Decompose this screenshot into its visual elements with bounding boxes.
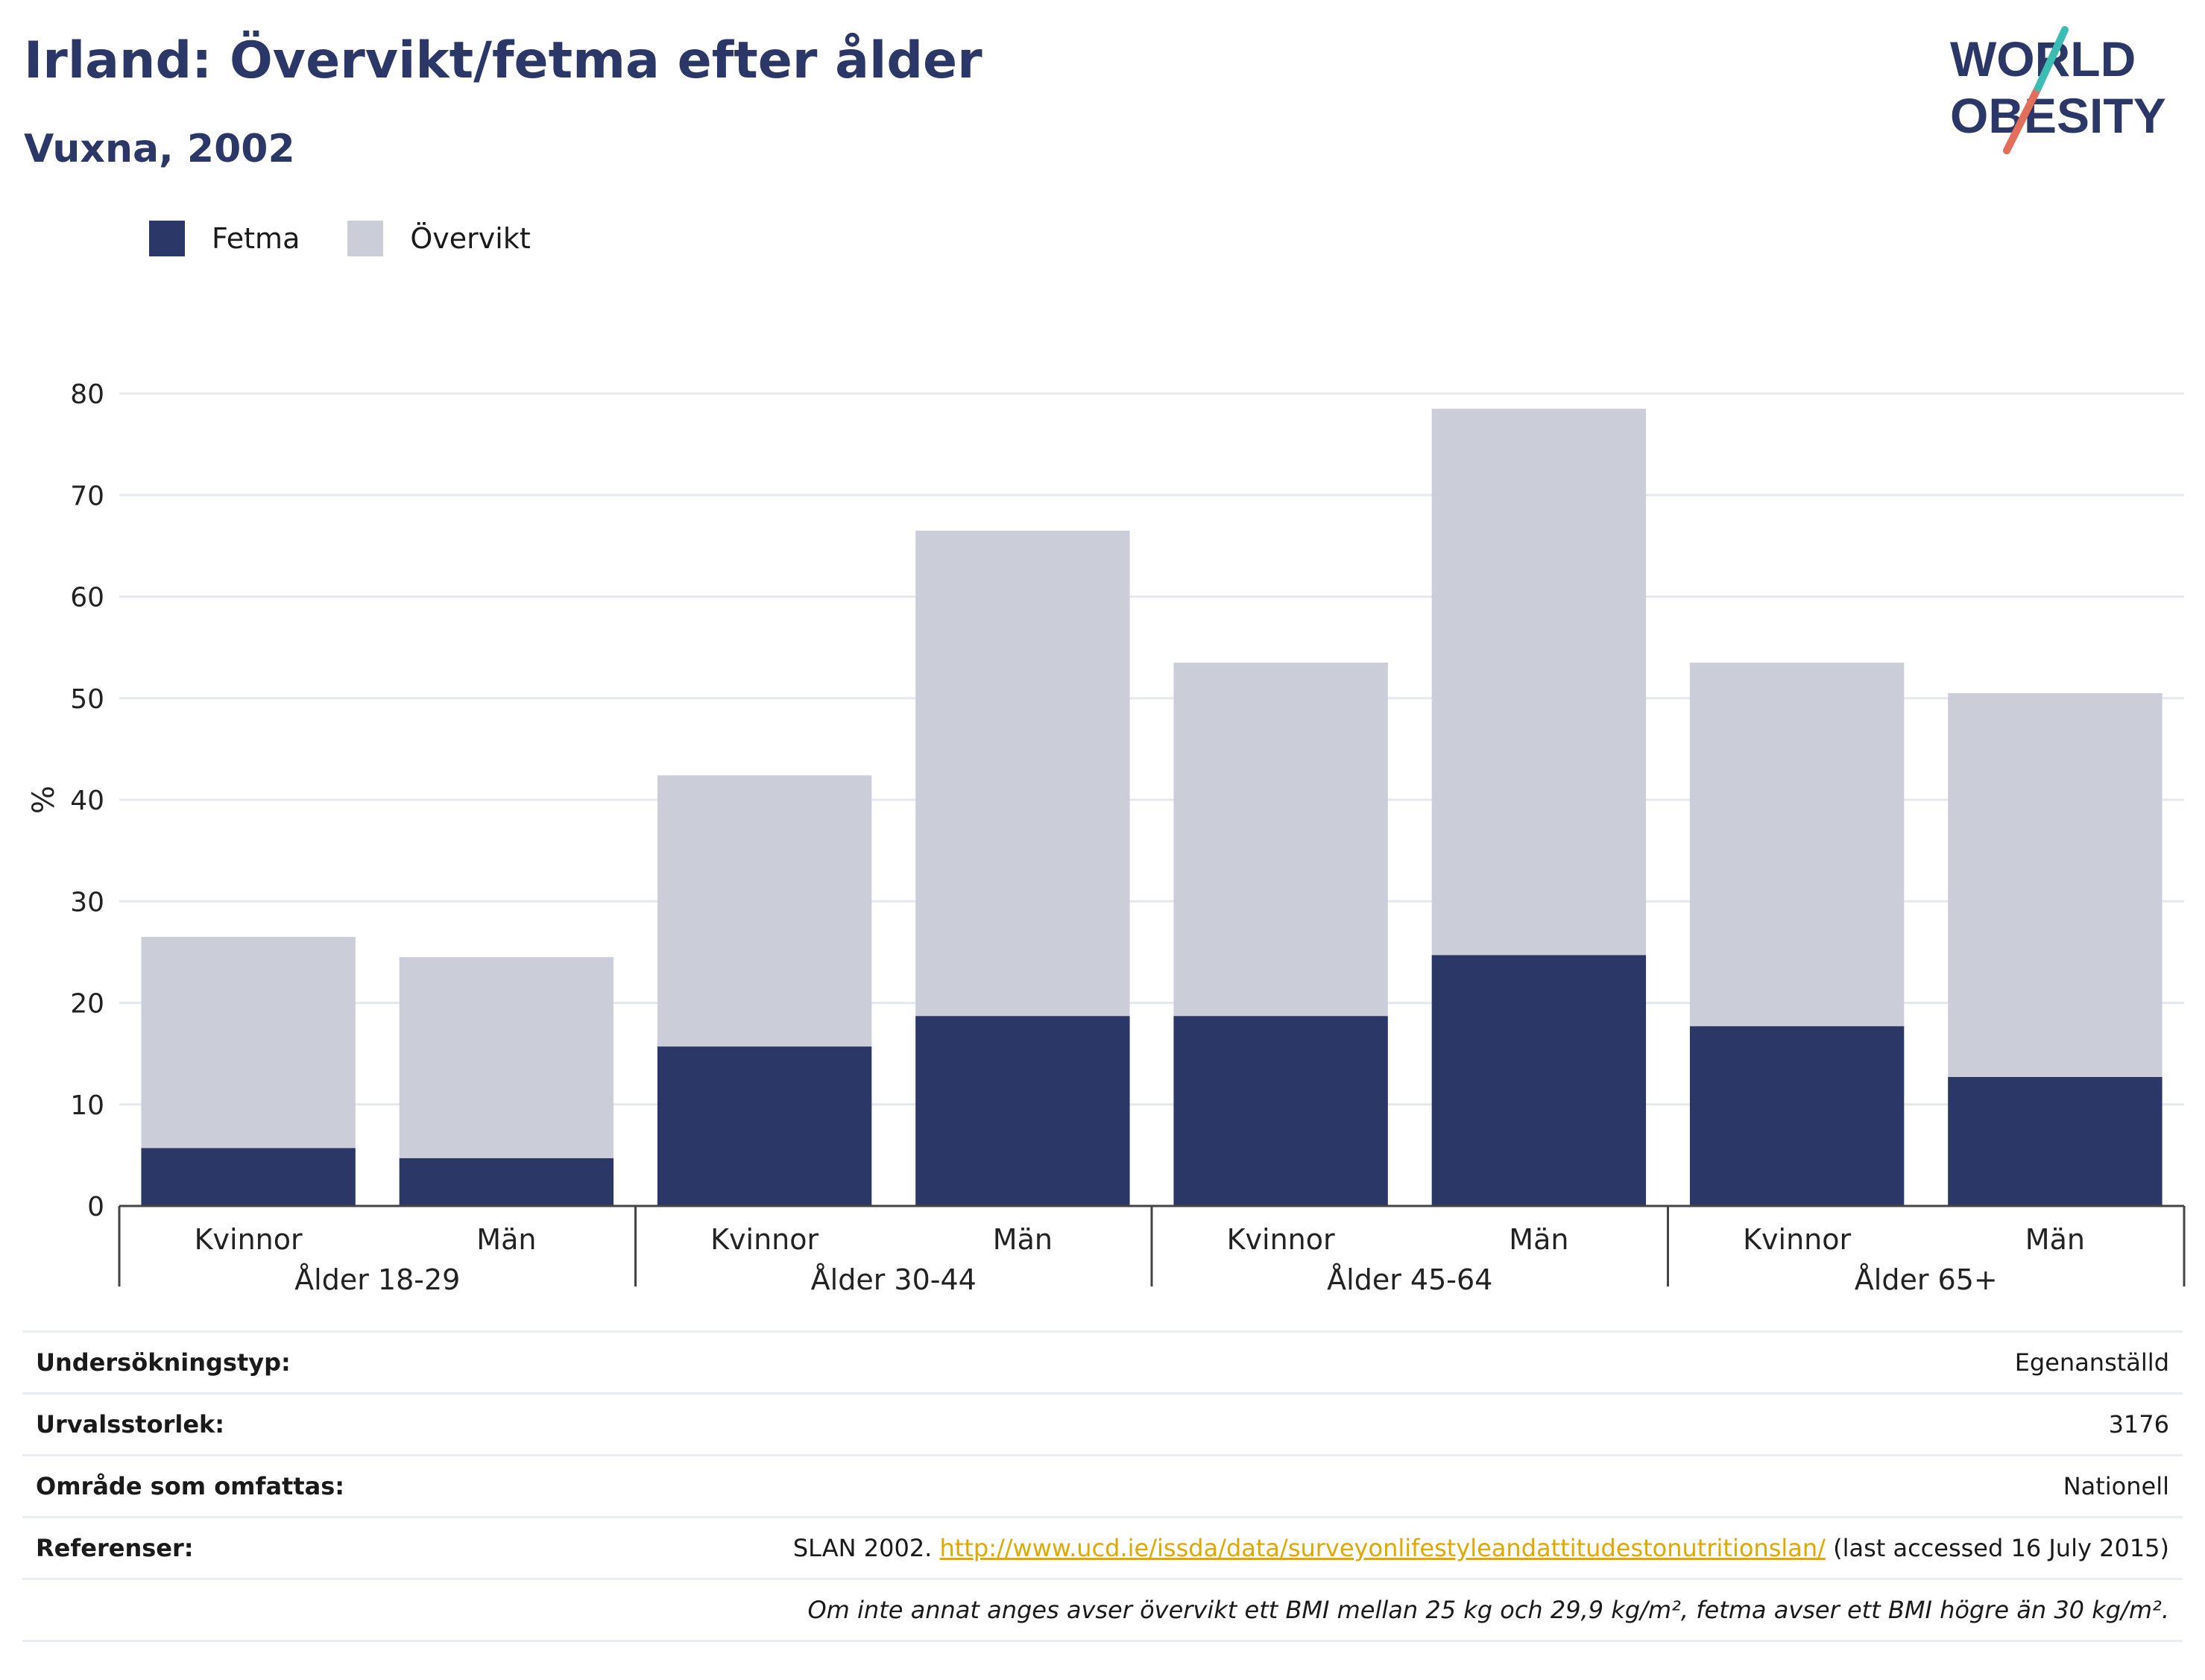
x-category-label: Kvinnor <box>1743 1223 1851 1256</box>
x-category-label: Män <box>993 1223 1053 1256</box>
y-tick-label: 70 <box>70 481 104 511</box>
page-subtitle: Vuxna, 2002 <box>24 127 295 171</box>
legend-label-fetma: Fetma <box>212 222 300 255</box>
x-group-label: Ålder 45-64 <box>1327 1263 1492 1296</box>
info-row-sample-size: Urvalsstorlek: 3176 <box>22 1395 2183 1456</box>
bar-overvikt <box>915 530 1130 1017</box>
y-tick-label: 40 <box>70 786 104 816</box>
x-category-label: Män <box>2025 1223 2085 1256</box>
bmi-note: Om inte annat anges avser övervikt ett B… <box>807 1596 2169 1624</box>
reference-text: SLAN 2002. http://www.ucd.ie/issda/data/… <box>793 1534 2169 1562</box>
page-title: Irland: Övervikt/fetma efter ålder <box>24 31 982 90</box>
info-value: Egenanställd <box>2014 1348 2169 1377</box>
legend-item-overvikt[interactable]: Övervikt <box>347 221 531 256</box>
bar-fetma <box>657 1046 872 1206</box>
legend-swatch-fetma <box>149 221 185 256</box>
bar-fetma <box>915 1016 1130 1206</box>
bar-overvikt <box>1173 663 1388 1017</box>
info-value: Nationell <box>2063 1472 2169 1500</box>
y-tick-label: 30 <box>70 887 104 918</box>
info-row-survey-type: Undersökningstyp: Egenanställd <box>22 1333 2183 1395</box>
bar-fetma <box>1689 1026 1905 1206</box>
info-key: Urvalsstorlek: <box>36 1410 225 1439</box>
x-group-label: Ålder 30-44 <box>811 1263 977 1296</box>
info-key: Undersökningstyp: <box>36 1348 291 1377</box>
reference-prefix: SLAN 2002. <box>792 1534 940 1562</box>
legend-label-overvikt: Övervikt <box>410 222 531 255</box>
y-tick-label: 60 <box>70 583 104 613</box>
world-obesity-logo: WORLD OBESITY <box>1950 26 2166 154</box>
y-axis-label: % <box>27 786 61 814</box>
x-category-label: Män <box>1509 1223 1568 1256</box>
chart-legend: Fetma Övervikt <box>149 221 578 256</box>
bar-fetma <box>399 1158 614 1206</box>
bar-overvikt <box>1689 663 1905 1026</box>
reference-suffix: (last accessed 16 July 2015) <box>1825 1534 2169 1562</box>
x-category-label: Män <box>476 1223 536 1256</box>
info-key: Område som omfattas: <box>36 1472 345 1500</box>
info-key: Referenser: <box>36 1534 194 1562</box>
y-tick-label: 80 <box>70 379 104 410</box>
logo-slash-top <box>2034 26 2069 92</box>
y-tick-label: 20 <box>70 989 104 1020</box>
bar-overvikt <box>657 775 872 1047</box>
stacked-bar-chart: 0 10 20 30 40 50 60 70 80% Kvinnor Män Kvinnor Män Kv… <box>27 379 2186 1296</box>
reference-link[interactable]: http://www.ucd.ie/issda/data/surveyonlif… <box>939 1534 1826 1562</box>
x-category-label: Kvinnor <box>710 1223 818 1256</box>
x-group-label: Ålder 65+ <box>1855 1263 1998 1296</box>
info-row-coverage: Område som omfattas: Nationell <box>22 1456 2183 1518</box>
bar-overvikt <box>1431 408 1647 956</box>
bar-overvikt <box>399 957 614 1158</box>
logo-word-2: OBESITY <box>1950 88 2166 143</box>
x-category-label: Kvinnor <box>1227 1223 1335 1256</box>
bar-overvikt <box>141 936 356 1149</box>
bar-overvikt <box>1948 692 2163 1077</box>
legend-swatch-overvikt <box>347 221 384 256</box>
info-table: Undersökningstyp: Egenanställd Urvalssto… <box>22 1330 2183 1642</box>
legend-item-fetma[interactable]: Fetma <box>149 221 300 256</box>
bar-fetma <box>1431 955 1647 1206</box>
y-tick-label: 10 <box>70 1090 104 1121</box>
bar-fetma <box>1173 1016 1388 1206</box>
info-value: 3176 <box>2108 1410 2169 1439</box>
bar-fetma <box>1948 1076 2163 1206</box>
y-tick-label: 0 <box>87 1192 104 1222</box>
bar-fetma <box>141 1148 356 1206</box>
x-category-label: Kvinnor <box>195 1223 303 1256</box>
info-row-references: Referenser: SLAN 2002. http://www.ucd.ie… <box>22 1518 2183 1580</box>
info-row-note: Om inte annat anges avser övervikt ett B… <box>22 1580 2183 1642</box>
x-group-label: Ålder 18-29 <box>294 1263 460 1296</box>
logo-slash-accent <box>2003 84 2042 154</box>
y-tick-label: 50 <box>70 684 104 715</box>
